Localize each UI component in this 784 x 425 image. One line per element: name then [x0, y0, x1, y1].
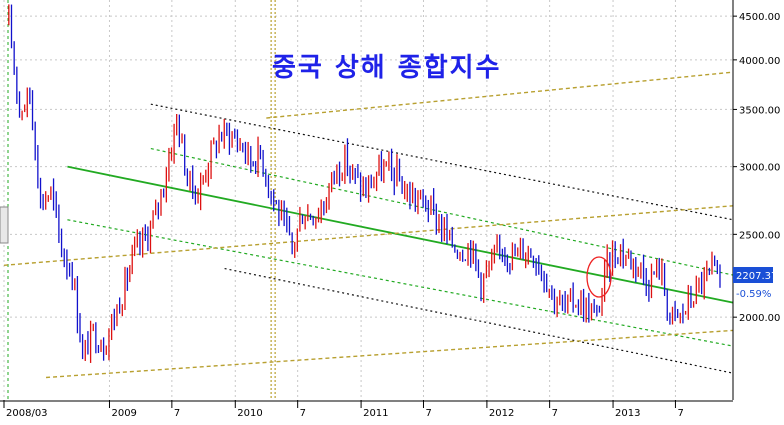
- last-value-marker: 2207.37 -0.59%: [733, 267, 777, 300]
- channel-upper-line: [150, 103, 734, 221]
- y-tick-label: 4500.00: [739, 12, 780, 23]
- x-tick-label: 7: [677, 408, 683, 419]
- x-axis: 2008/03 2009 7 2010 7 2011 7 2012 7 2013 7: [3, 400, 684, 419]
- change-label: -0.59%: [736, 289, 771, 300]
- y-axis: 2000.00 2500.00 3000.00 3500.00 4000.00 4500.…: [733, 12, 780, 324]
- x-tick-label: 7: [300, 408, 306, 419]
- left-scroll-handle[interactable]: [0, 206, 9, 244]
- x-tick-label: 7: [174, 408, 180, 419]
- trendlines: [3, 71, 734, 379]
- y-tick-label: 3500.00: [739, 105, 780, 116]
- grid: [0, 0, 733, 400]
- x-tick-label: 7: [425, 408, 431, 419]
- y-tick-label: 3000.00: [739, 163, 780, 174]
- channel-lower-line: [224, 267, 734, 374]
- price-series: [8, 4, 721, 363]
- support-trendline-mid: [3, 205, 734, 266]
- y-tick-label: 4000.00: [739, 56, 780, 67]
- x-tick-label: 2012: [489, 408, 514, 419]
- y-tick-label: 2500.00: [739, 230, 780, 241]
- channel-center-line: [67, 165, 734, 304]
- x-tick-label: 2013: [615, 408, 640, 419]
- highlight-circle: [586, 256, 612, 298]
- x-tick-label: 2010: [237, 408, 262, 419]
- support-trendline-low: [46, 329, 734, 379]
- y-tick-label: 2000.00: [739, 313, 780, 324]
- x-tick-label: 2008/03: [6, 408, 48, 419]
- x-tick-label: 2011: [363, 408, 388, 419]
- last-value-label: 2207.37: [736, 271, 777, 282]
- x-tick-label: 7: [552, 408, 558, 419]
- x-tick-label: 2009: [111, 408, 136, 419]
- channel-lower-inner-line: [67, 219, 734, 347]
- chart-title: 중국 상해 종합지수: [272, 53, 501, 83]
- resistance-trendline: [266, 71, 734, 119]
